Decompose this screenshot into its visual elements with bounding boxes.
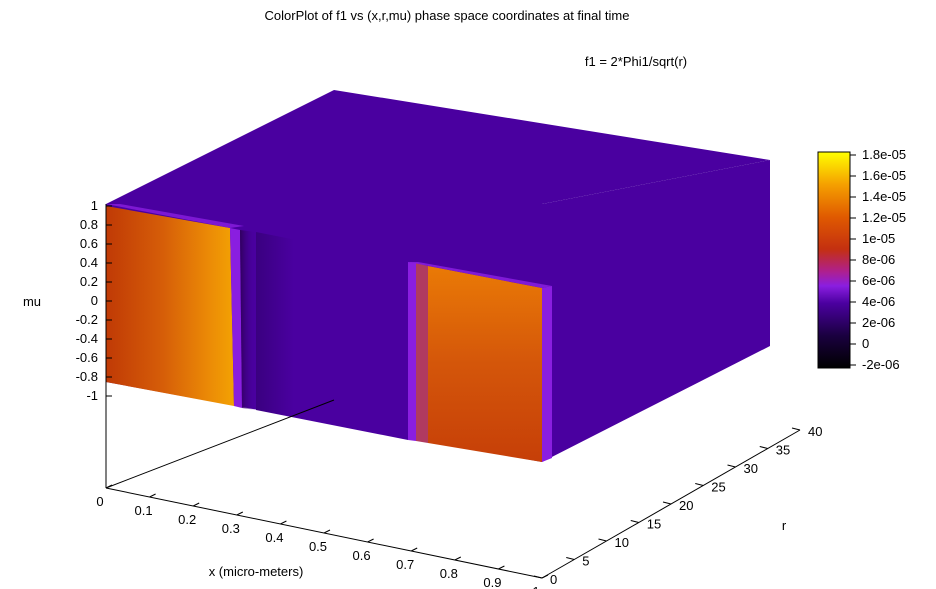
mu-tick-label: -0.4 [76, 331, 98, 346]
r-tick-label: 15 [647, 517, 661, 532]
x-tick-label: 0.6 [353, 548, 371, 563]
r-tick-mark [533, 575, 543, 579]
x-tick-mark [192, 502, 200, 507]
mu-tick-label: -0.8 [76, 369, 98, 384]
box-right-face [542, 160, 770, 462]
mu-tick-label: -0.2 [76, 312, 98, 327]
x-tick-label: 0.3 [222, 521, 240, 536]
colorbar-tick-label: 6e-06 [862, 273, 895, 288]
x-axis-label: x (micro-meters) [209, 564, 304, 579]
mu-tick-label: -0.6 [76, 350, 98, 365]
mu-tick-label: 0.8 [80, 217, 98, 232]
r-tick-label: 35 [776, 443, 790, 458]
x-tick-mark [498, 565, 505, 570]
colorbar-tick-label: 8e-06 [862, 252, 895, 267]
mu-tick-label: 0.6 [80, 236, 98, 251]
r-axis-ticks: 0 5 10 15 20 25 30 35 40 [533, 424, 822, 587]
r-tick-label: 20 [679, 498, 693, 513]
x-tick-mark [280, 520, 287, 525]
r-axis-label: r [782, 518, 787, 533]
x-tick-mark [323, 529, 331, 534]
x-tick-mark [105, 484, 113, 489]
colorbar [817, 151, 851, 369]
x-tick-label: 0 [96, 494, 103, 509]
slab-2-topedge [408, 262, 552, 288]
mu-tick-label: 0.4 [80, 255, 98, 270]
r-tick-mark [759, 446, 768, 449]
r-tick-label: 40 [808, 424, 822, 439]
mu-tick-label: 0.2 [80, 274, 98, 289]
mu-tick-label: 0 [91, 293, 98, 308]
colorbar-tick-label: 2e-06 [862, 315, 895, 330]
slab-2-rightedge [542, 286, 552, 462]
r-tick-mark [630, 520, 639, 523]
x-tick-mark [149, 493, 156, 498]
r-tick-mark [695, 483, 704, 486]
colorbar-tick-label: 0 [862, 336, 869, 351]
slab-1-edge [230, 228, 242, 408]
r-tick-mark [566, 557, 575, 560]
r-tick-label: 5 [582, 554, 589, 569]
colorbar-ticks: 1.8e-05 1.6e-05 1.4e-05 1.2e-05 1e-05 8e-06 6e… [850, 147, 906, 372]
x-tick-label: 0.4 [265, 530, 283, 545]
colorbar-tick-label: -2e-06 [862, 357, 900, 372]
mu-axis-ticks: 1 0.8 0.6 0.4 0.2 0 -0.2 -0.4 -0.6 -0.8 -1 [76, 198, 112, 403]
x-axis-ticks: 0 0.1 0.2 0.3 0.4 0.5 0.6 0.7 0.8 0.9 1 [96, 484, 549, 589]
slab-2-front [428, 266, 542, 462]
slab-1-front [106, 206, 234, 406]
x-tick-mark [236, 511, 244, 516]
r-tick-mark [791, 427, 801, 431]
gap-region [256, 232, 408, 440]
formula-annotation: f1 = 2*Phi1/sqrt(r) [585, 54, 687, 69]
box-top-face [106, 90, 770, 204]
r-tick-mark [727, 464, 736, 468]
colorbar-tick-label: 1e-05 [862, 231, 895, 246]
x-tick-label: 0.1 [135, 503, 153, 518]
colorbar-tick-label: 1.2e-05 [862, 210, 906, 225]
mu-axis-label: mu [23, 294, 41, 309]
r-tick-label: 30 [744, 461, 758, 476]
x-tick-mark [454, 556, 462, 561]
x-tick-mark [367, 538, 374, 543]
x-tick-label: 0.7 [396, 557, 414, 572]
colorbar-tick-label: 4e-06 [862, 294, 895, 309]
r-tick-label: 0 [550, 572, 557, 587]
mu-tick-label: 1 [91, 198, 98, 213]
x-tick-mark [410, 547, 418, 552]
slab-2-edge-left [408, 262, 416, 441]
x-tick-label: 0.9 [483, 575, 501, 589]
r-tick-mark [662, 501, 672, 505]
chart-title: ColorPlot of f1 vs (x,r,mu) phase space … [265, 8, 630, 23]
colorbar-tick-label: 1.6e-05 [862, 168, 906, 183]
x-tick-label: 0.5 [309, 539, 327, 554]
mu-tick-label: -1 [86, 388, 98, 403]
slab-1-shadow [240, 230, 256, 410]
x-tick-mark [541, 574, 549, 579]
r-tick-label: 10 [615, 535, 629, 550]
colorbar-tick-label: 1.8e-05 [862, 147, 906, 162]
r-tick-mark [598, 538, 607, 542]
slab-2-edge-left-2 [416, 263, 428, 443]
slab-1-topedge [106, 204, 244, 228]
x-tick-label: 0.2 [178, 512, 196, 527]
x-tick-label: 1 [532, 584, 539, 589]
colorbar-tick-label: 1.4e-05 [862, 189, 906, 204]
r-tick-label: 25 [711, 480, 725, 495]
x-tick-label: 0.8 [440, 566, 458, 581]
